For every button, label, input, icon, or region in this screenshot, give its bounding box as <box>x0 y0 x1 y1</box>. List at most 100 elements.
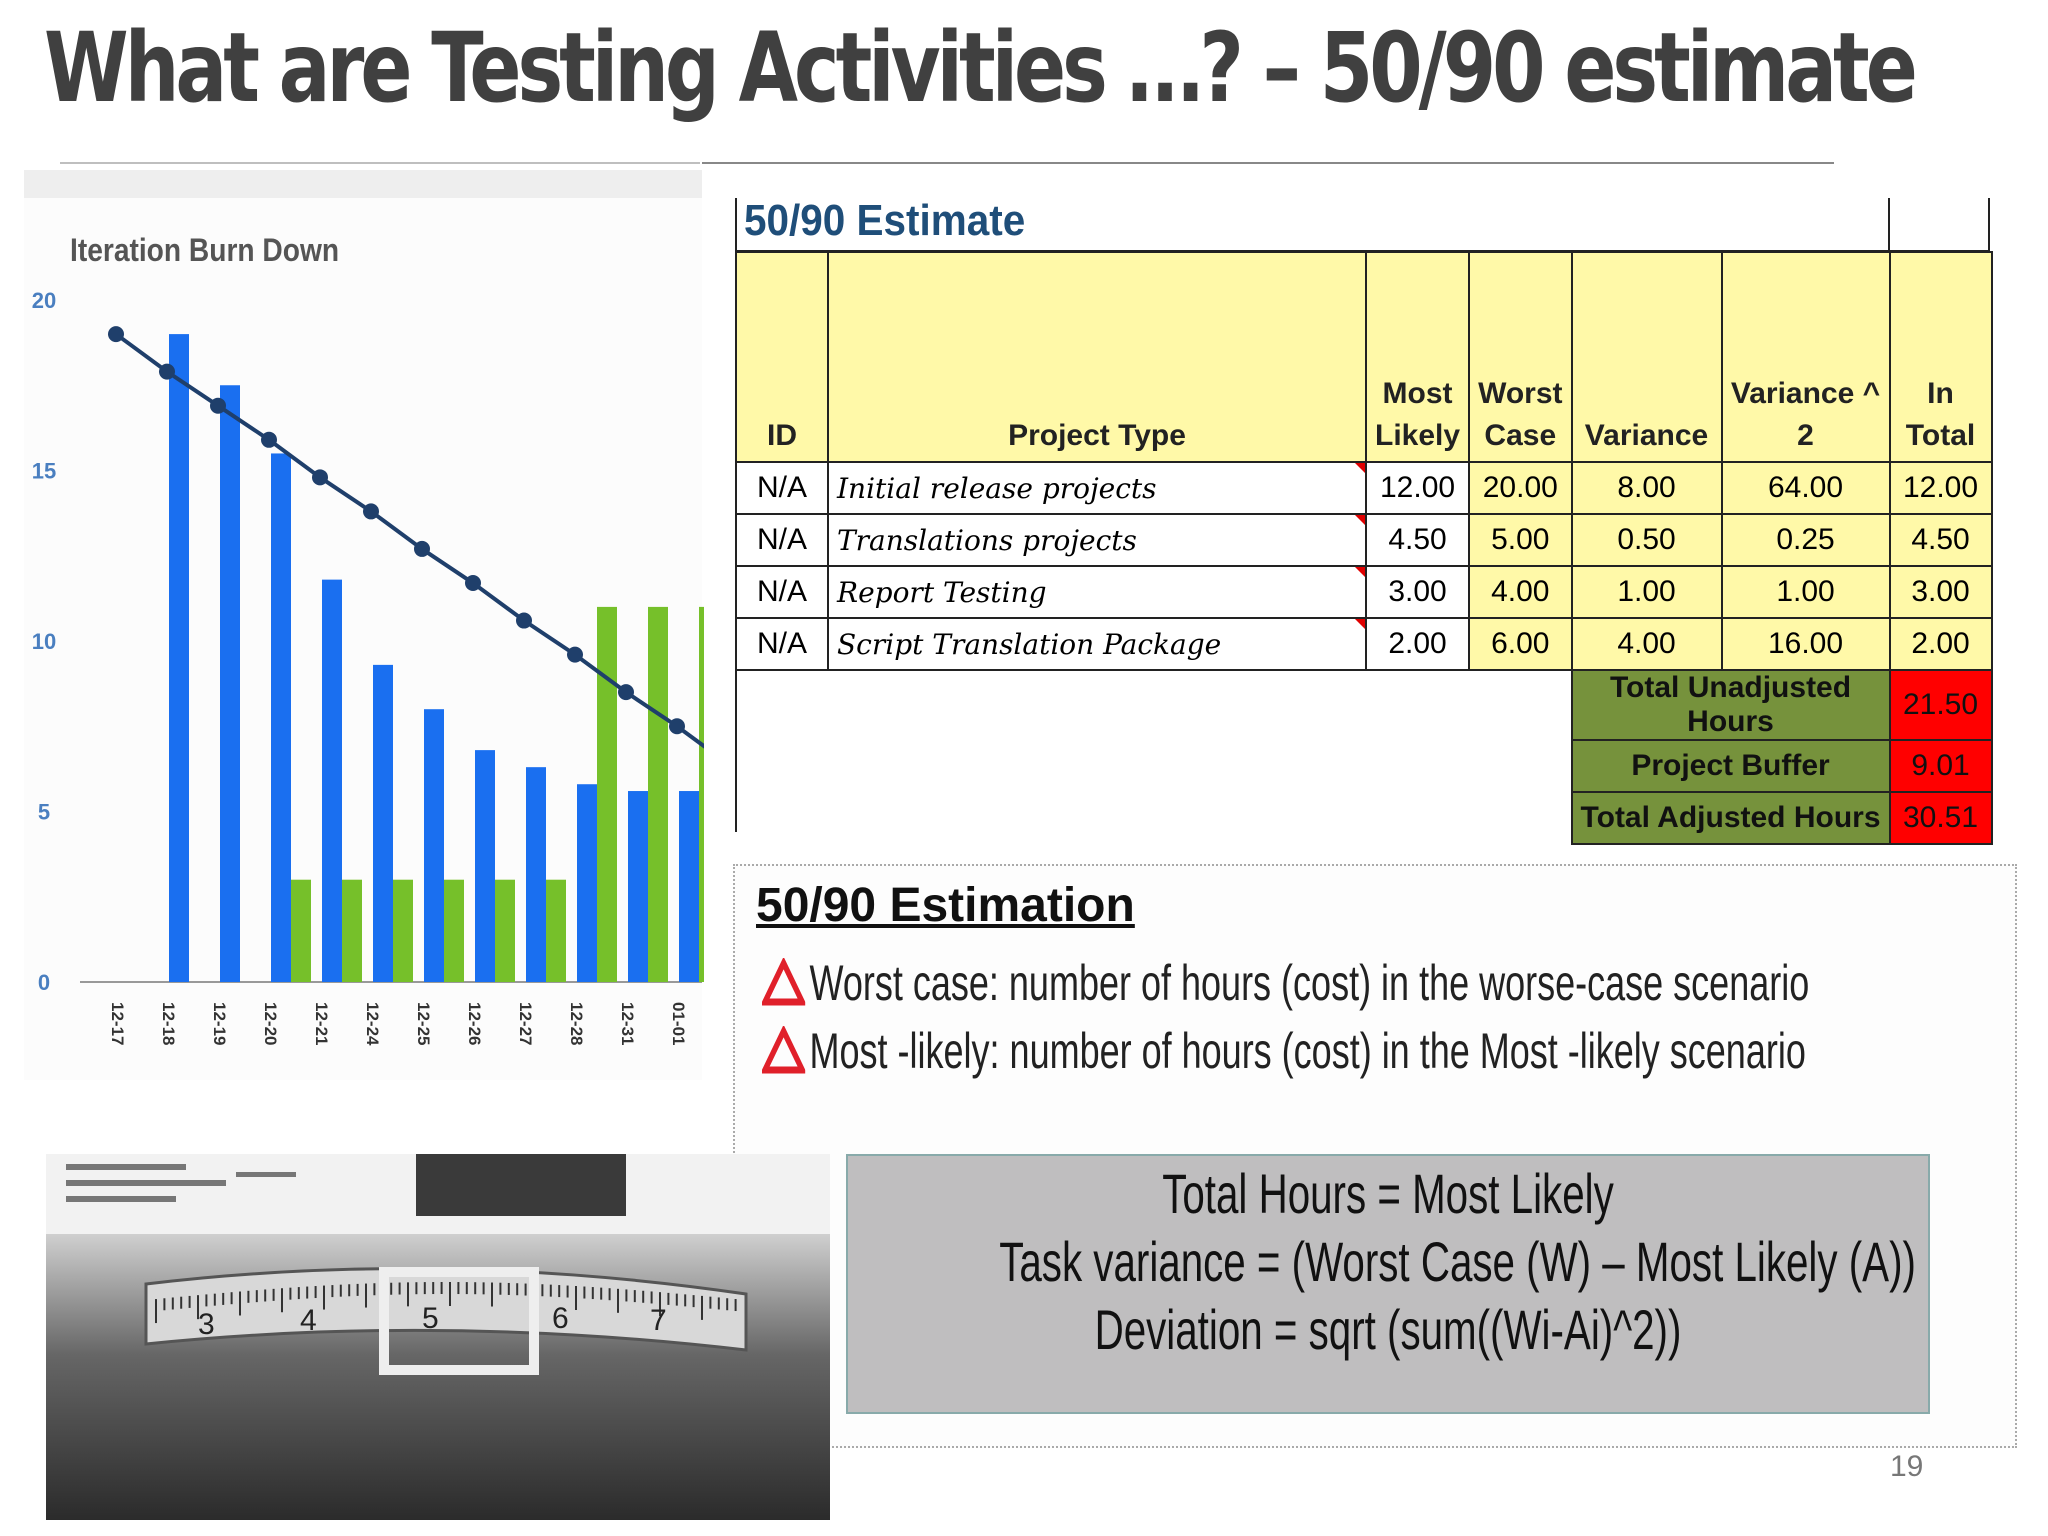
bar <box>393 879 413 982</box>
bar <box>699 606 704 982</box>
x-tick-label: 12-18 <box>159 1002 178 1045</box>
chart-panel <box>24 170 702 1080</box>
totals-spacer <box>736 740 1572 792</box>
row-variance-squared: 16.00 <box>1720 617 1891 671</box>
row-most-likely: 4.50 <box>1364 513 1471 567</box>
total-unadjusted-label: Total Unadjusted Hours <box>1570 669 1891 741</box>
row-variance-squared: 64.00 <box>1720 461 1891 515</box>
x-tick-label: 12-20 <box>261 1002 280 1045</box>
x-tick-label: 12-26 <box>465 1002 484 1045</box>
header-variance: Variance <box>1570 251 1723 463</box>
line-point <box>618 684 634 701</box>
row-most-likely: 12.00 <box>1364 461 1471 515</box>
row-in-total: 3.00 <box>1888 565 1993 619</box>
row-project-type: Report Testing <box>827 565 1367 619</box>
bar <box>526 767 546 982</box>
formula-line-total-hours: Total Hours = Most Likely <box>1162 1162 1614 1225</box>
total-unadjusted-value: 21.50 <box>1888 669 1993 741</box>
line-point <box>567 646 583 663</box>
header-variance-sq-l2: 2 <box>1797 419 1814 452</box>
line-point <box>108 326 124 343</box>
line-point <box>363 503 379 520</box>
line-point <box>210 397 226 414</box>
row-variance-squared: 0.25 <box>1720 513 1891 567</box>
row-variance: 8.00 <box>1570 461 1723 515</box>
table-top-border <box>735 250 1990 252</box>
ruler-number: 6 <box>552 1302 569 1335</box>
y-tick-label: 10 <box>32 629 56 654</box>
header-variance-sq-l1: Variance ^ <box>1730 377 1881 410</box>
header-project-type: Project Type <box>827 251 1367 463</box>
line-point <box>312 469 328 486</box>
ruler-number: 3 <box>198 1308 215 1341</box>
formula-line-deviation: Deviation = sqrt (sum((Wi-Ai)^2)) <box>1094 1298 1682 1361</box>
y-tick-label: 5 <box>38 800 50 825</box>
estimation-heading: 50/90 Estimation <box>756 879 1135 932</box>
line-point <box>159 363 175 380</box>
bar <box>597 606 617 982</box>
header-in-total: In Total <box>1888 251 1993 463</box>
tape-measure-illustration: 3 4 5 6 7 <box>46 1154 830 1375</box>
table-row: N/A Script Translation Package 2.00 6.00… <box>735 617 1993 671</box>
burn-down-chart: 0 5 10 15 20 12-17 12-18 12-19 12-20 12-21 12-24 12… <box>32 288 704 1046</box>
bullet-most-likely: Most -likely: number of hours (cost) in … <box>762 1022 1806 1080</box>
title-divider-right <box>702 162 1834 164</box>
bar <box>169 334 189 983</box>
row-variance: 1.00 <box>1570 565 1723 619</box>
row-project-type-text: Translations projects <box>837 523 1137 557</box>
row-variance-squared: 1.00 <box>1720 565 1891 619</box>
comment-marker-icon <box>1355 619 1365 629</box>
row-project-type: Script Translation Package <box>827 617 1367 671</box>
row-in-total: 2.00 <box>1888 617 1993 671</box>
row-id: N/A <box>735 565 829 619</box>
bar <box>291 879 311 982</box>
bar <box>271 453 291 982</box>
bar <box>220 385 240 982</box>
header-variance-squared: Variance ^ 2 <box>1720 251 1891 463</box>
row-worst-case: 6.00 <box>1468 617 1573 671</box>
bullet-worst-case: Worst case: number of hours (cost) in th… <box>762 954 1809 1012</box>
total-adjusted-label: Total Adjusted Hours <box>1570 791 1891 845</box>
bar <box>424 709 444 982</box>
table-right-rule-outer <box>1988 198 1990 252</box>
row-variance: 0.50 <box>1570 513 1723 567</box>
header-most-likely: Most Likely <box>1364 251 1471 463</box>
table-row: N/A Initial release projects 12.00 20.00… <box>735 461 1993 515</box>
bar <box>628 791 648 982</box>
row-project-type-text: Report Testing <box>837 575 1047 609</box>
table-row: N/A Translations projects 4.50 5.00 0.50… <box>735 513 1993 567</box>
bar <box>546 879 566 982</box>
page-number: 19 <box>1890 1450 1924 1483</box>
bullet-text: Most -likely: number of hours (cost) in … <box>809 1023 1806 1079</box>
row-most-likely: 3.00 <box>1364 565 1471 619</box>
triangle-bullet-icon <box>762 1026 806 1074</box>
header-most-likely-l1: Most <box>1382 377 1453 410</box>
row-worst-case: 20.00 <box>1468 461 1573 515</box>
bar <box>495 879 515 982</box>
bar <box>577 784 597 982</box>
header-in-total-l1: In <box>1927 377 1954 410</box>
row-most-likely: 2.00 <box>1364 617 1471 671</box>
x-tick-label: 12-25 <box>414 1002 433 1045</box>
bar <box>342 879 362 982</box>
line-point <box>414 540 430 557</box>
project-buffer-label: Project Buffer <box>1570 739 1891 793</box>
tape-measure-photo: 3 4 5 6 7 <box>46 1154 830 1520</box>
formula-box: Total Hours = Most Likely Task variance … <box>846 1154 1930 1414</box>
totals-row: Total Adjusted Hours 30.51 <box>736 791 1993 845</box>
header-worst-case-l2: Case <box>1484 419 1557 452</box>
bar <box>648 606 668 982</box>
table-right-rule <box>1888 198 1890 252</box>
estimate-table: ID Project Type Most Likely Worst Case Var… <box>735 251 1993 845</box>
row-project-type: Translations projects <box>827 513 1367 567</box>
row-variance: 4.00 <box>1570 617 1723 671</box>
x-tick-label: 12-27 <box>516 1002 535 1045</box>
y-tick-label: 20 <box>32 288 56 313</box>
comment-marker-icon <box>1355 567 1365 577</box>
x-tick-label: 12-17 <box>108 1002 127 1045</box>
bar <box>475 750 495 982</box>
line-point <box>465 575 481 592</box>
title-divider <box>60 162 700 164</box>
x-tick-label: 12-31 <box>618 1002 637 1045</box>
estimate-table-title: 50/90 Estimate <box>744 196 1026 245</box>
